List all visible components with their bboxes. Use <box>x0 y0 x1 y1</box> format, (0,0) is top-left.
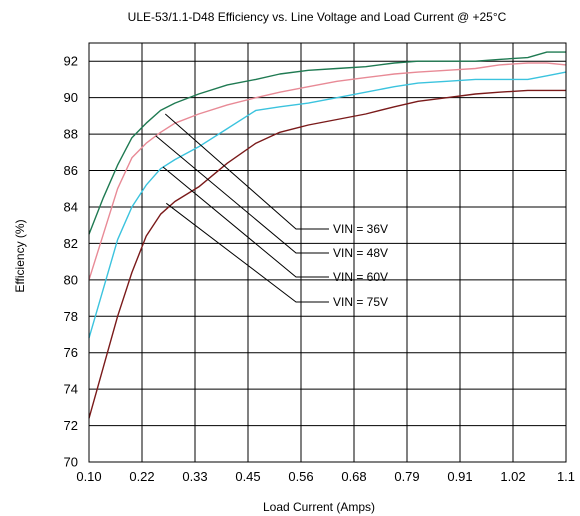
x-tick-labels: 0.10 0.22 0.33 0.45 0.56 0.68 0.79 0.91 1.02 1.1 <box>76 469 575 484</box>
x-tick-label: 1.1 <box>557 469 575 484</box>
x-tick-label: 0.56 <box>288 469 313 484</box>
x-tick-label: 0.22 <box>129 469 154 484</box>
y-tick-label: 84 <box>64 199 78 214</box>
y-axis-label: Efficiency (%) <box>13 219 27 292</box>
series-line-3 <box>88 71 567 339</box>
chart-title: ULE-53/1.1-D48 Efficiency vs. Line Volta… <box>128 10 507 24</box>
legend-callout-line <box>155 135 329 254</box>
legend-label: VIN = 36V <box>333 222 388 236</box>
x-tick-label: 0.45 <box>235 469 260 484</box>
y-tick-label: 90 <box>64 90 78 105</box>
x-tick-label: 0.79 <box>394 469 419 484</box>
legend-label: VIN = 75V <box>333 295 388 309</box>
y-tick-label: 70 <box>64 455 78 470</box>
series-line-4 <box>88 89 566 419</box>
series-line-1 <box>88 51 566 235</box>
series-lines <box>88 51 567 419</box>
y-tick-label: 78 <box>64 309 78 324</box>
x-tick-label: 0.10 <box>76 469 101 484</box>
y-tick-label: 76 <box>64 345 78 360</box>
y-tick-label: 88 <box>64 127 78 142</box>
legend-callout-line <box>165 202 329 303</box>
x-axis-label: Load Current (Amps) <box>263 500 375 514</box>
series-line-2 <box>88 62 567 281</box>
y-tick-labels: 70 72 74 76 78 80 82 84 86 88 90 92 <box>64 54 78 470</box>
grid <box>89 43 566 462</box>
y-tick-label: 82 <box>64 236 78 251</box>
legend: VIN = 36V VIN = 48V VIN = 60V VIN = 75V <box>155 113 388 309</box>
x-tick-label: 0.33 <box>182 469 207 484</box>
legend-callout-line <box>164 113 329 230</box>
x-tick-label: 1.02 <box>500 469 525 484</box>
y-tick-label: 86 <box>64 163 78 178</box>
legend-label: VIN = 60V <box>333 270 388 284</box>
x-tick-label: 0.91 <box>447 469 472 484</box>
y-tick-label: 80 <box>64 272 78 287</box>
plot-frame <box>88 42 567 463</box>
y-tick-label: 74 <box>64 382 78 397</box>
y-tick-label: 72 <box>64 418 78 433</box>
x-tick-label: 0.68 <box>341 469 366 484</box>
legend-callout-line <box>162 166 329 278</box>
y-tick-label: 92 <box>64 54 78 69</box>
legend-label: VIN = 48V <box>333 246 388 260</box>
